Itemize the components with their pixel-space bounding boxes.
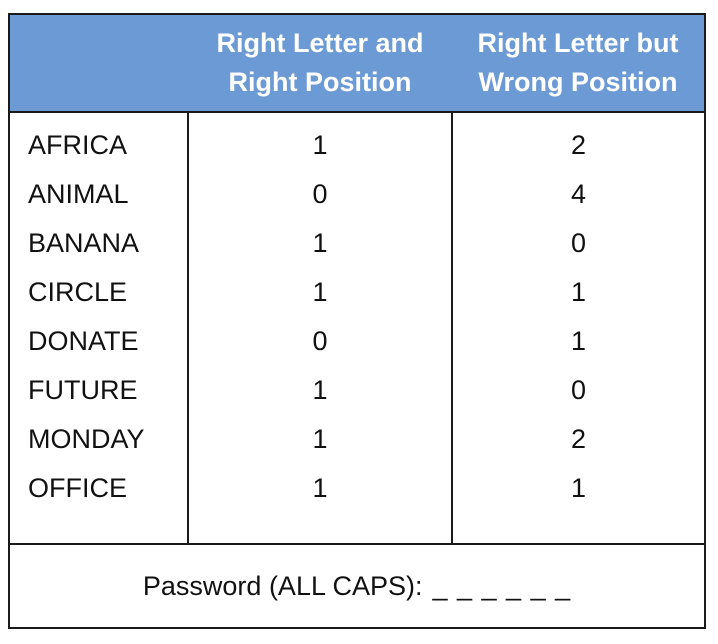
column-divider (187, 113, 189, 543)
right-position-count-cell: 0 (312, 179, 328, 209)
word-cell: MONDAY (28, 424, 145, 454)
wrong-position-count-cell: 1 (570, 326, 587, 356)
word-cell: OFFICE (28, 473, 127, 503)
wrong-position-count-cell: 0 (570, 375, 587, 405)
table-row: ANIMAL 0 4 (10, 170, 704, 219)
column-divider (451, 113, 453, 543)
table-row: DONATE 0 1 (10, 317, 704, 366)
right-position-count-cell: 0 (312, 326, 328, 356)
table-row: MONDAY 1 2 (10, 415, 704, 464)
word-cell: ANIMAL (28, 179, 129, 209)
wrong-position-count-cell: 0 (570, 228, 587, 258)
header-right-position-line-2: Right Position (228, 67, 412, 97)
password-footer: Password (ALL CAPS): _ _ _ _ _ _ (10, 545, 704, 627)
password-label: Password (ALL CAPS): (142, 570, 423, 601)
wrong-position-count-cell: 2 (570, 424, 587, 454)
table-row: FUTURE 1 0 (10, 366, 704, 415)
word-cell: FUTURE (28, 375, 138, 405)
table-row: CIRCLE 1 1 (10, 268, 704, 317)
wrong-position-count-cell: 2 (570, 130, 587, 160)
table-row: OFFICE 1 1 (10, 464, 704, 513)
word-cell: CIRCLE (28, 277, 128, 307)
wrong-position-count-cell: 1 (570, 277, 587, 307)
right-position-count-cell: 1 (312, 424, 328, 454)
word-cell: AFRICA (28, 130, 128, 160)
header-wrong-position-line-1: Right Letter but (477, 28, 679, 58)
wrong-position-count-cell: 1 (570, 473, 587, 503)
table-row: BANANA 1 0 (10, 219, 704, 268)
table-header-row: Right Letter and Right Position Right Le… (10, 15, 704, 113)
right-position-count-cell: 1 (312, 473, 328, 503)
password-blanks: _ _ _ _ _ _ (432, 570, 572, 601)
table-row: AFRICA 1 2 (10, 121, 704, 170)
right-position-count-cell: 1 (312, 228, 328, 258)
right-position-count-cell: 1 (312, 277, 328, 307)
right-position-count-cell: 1 (312, 375, 328, 405)
word-cell: DONATE (28, 326, 139, 356)
header-right-position-line-1: Right Letter and (216, 28, 424, 58)
table-rows: AFRICA 1 2 ANIMAL 0 4 BANANA 1 0 CIRCLE … (10, 121, 704, 513)
header-wrong-position-column: Right Letter but Wrong Position (452, 15, 704, 111)
password-puzzle-table: Right Letter and Right Position Right Le… (8, 13, 706, 629)
wrong-position-count-cell: 4 (570, 179, 587, 209)
word-cell: BANANA (28, 228, 140, 258)
header-wrong-position-line-2: Wrong Position (478, 67, 678, 97)
table-body: AFRICA 1 2 ANIMAL 0 4 BANANA 1 0 CIRCLE … (10, 113, 704, 545)
right-position-count-cell: 1 (312, 130, 328, 160)
header-word-column (10, 15, 188, 111)
header-right-position-column: Right Letter and Right Position (188, 15, 452, 111)
